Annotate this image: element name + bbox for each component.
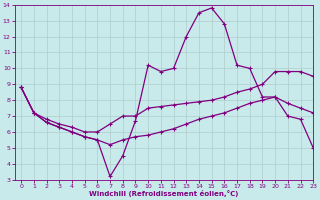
X-axis label: Windchill (Refroidissement éolien,°C): Windchill (Refroidissement éolien,°C) [89,190,239,197]
